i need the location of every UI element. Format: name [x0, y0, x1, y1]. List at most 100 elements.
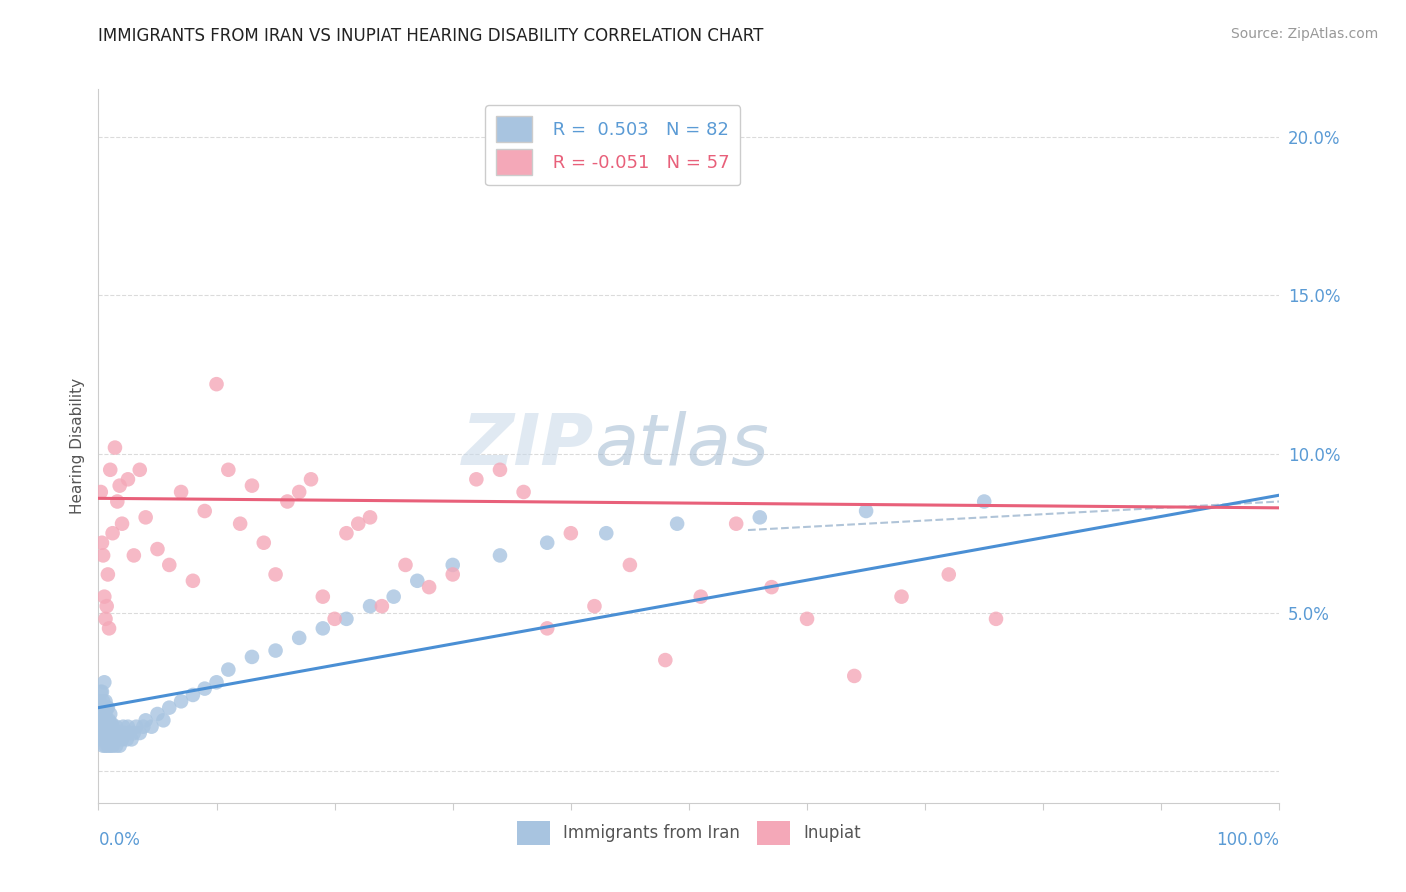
Point: [117, 720, 139, 734]
Point: [121, 732, 143, 747]
Point: [890, 590, 912, 604]
Point: [489, 549, 512, 563]
Point: [108, 739, 131, 753]
Point: [205, 675, 228, 690]
Point: [90, 700, 112, 714]
Point: [619, 558, 641, 572]
Text: ZIP: ZIP: [463, 411, 595, 481]
Point: [217, 463, 239, 477]
Point: [103, 732, 125, 747]
Point: [973, 494, 995, 508]
Point: [112, 726, 135, 740]
Point: [98, 463, 121, 477]
Point: [146, 706, 169, 721]
Point: [101, 720, 124, 734]
Point: [111, 732, 134, 747]
Point: [240, 649, 263, 664]
Point: [98, 706, 121, 721]
Point: [312, 621, 335, 635]
Point: [146, 542, 169, 557]
Point: [91, 706, 114, 721]
Point: [91, 732, 114, 747]
Point: [90, 685, 112, 699]
Point: [394, 558, 416, 572]
Point: [101, 739, 124, 753]
Point: [288, 485, 311, 500]
Point: [583, 599, 606, 614]
Point: [89, 726, 111, 740]
Point: [406, 574, 429, 588]
Point: [938, 567, 960, 582]
Text: 0.0%: 0.0%: [98, 831, 141, 849]
Point: [91, 685, 114, 699]
Point: [725, 516, 748, 531]
Point: [359, 599, 381, 614]
Point: [107, 726, 129, 740]
Text: atlas: atlas: [595, 411, 769, 481]
Point: [347, 516, 370, 531]
Text: IMMIGRANTS FROM IRAN VS INUPIAT HEARING DISABILITY CORRELATION CHART: IMMIGRANTS FROM IRAN VS INUPIAT HEARING …: [98, 27, 763, 45]
Point: [229, 516, 252, 531]
Point: [194, 681, 217, 696]
Point: [110, 726, 132, 740]
Point: [91, 726, 114, 740]
Point: [91, 706, 114, 721]
Point: [91, 694, 114, 708]
Point: [654, 653, 676, 667]
Point: [90, 716, 112, 731]
Point: [104, 441, 127, 455]
Point: [97, 739, 120, 753]
Point: [371, 599, 394, 614]
Point: [536, 535, 558, 549]
Point: [441, 567, 464, 582]
Point: [217, 663, 239, 677]
Point: [122, 549, 145, 563]
Point: [97, 700, 120, 714]
Point: [170, 485, 193, 500]
Point: [94, 694, 117, 708]
Point: [125, 720, 148, 734]
Point: [299, 472, 322, 486]
Point: [157, 700, 180, 714]
Point: [465, 472, 488, 486]
Point: [98, 621, 121, 635]
Point: [97, 567, 120, 582]
Point: [98, 714, 121, 728]
Point: [115, 732, 138, 747]
Text: 100.0%: 100.0%: [1216, 831, 1279, 849]
Point: [98, 726, 121, 740]
Point: [93, 675, 115, 690]
Point: [240, 478, 263, 492]
Point: [98, 732, 121, 747]
Point: [91, 716, 114, 731]
Point: [441, 558, 464, 572]
Point: [93, 700, 115, 714]
Point: [91, 535, 114, 549]
Point: [170, 694, 193, 708]
Point: [844, 669, 866, 683]
Text: Source: ZipAtlas.com: Source: ZipAtlas.com: [1230, 27, 1378, 41]
Point: [96, 732, 118, 747]
Point: [128, 726, 150, 740]
Point: [105, 739, 128, 753]
Point: [91, 739, 114, 753]
Point: [323, 612, 346, 626]
Point: [335, 612, 357, 626]
Point: [135, 510, 157, 524]
Point: [512, 485, 534, 500]
Point: [117, 472, 139, 486]
Point: [108, 478, 131, 492]
Point: [93, 716, 115, 731]
Point: [264, 567, 287, 582]
Point: [205, 377, 228, 392]
Point: [118, 726, 141, 740]
Point: [111, 516, 134, 531]
Point: [128, 463, 150, 477]
Point: [359, 510, 381, 524]
Point: [796, 612, 818, 626]
Point: [132, 720, 155, 734]
Point: [288, 631, 311, 645]
Point: [135, 714, 157, 728]
Point: [141, 720, 163, 734]
Point: [312, 590, 335, 604]
